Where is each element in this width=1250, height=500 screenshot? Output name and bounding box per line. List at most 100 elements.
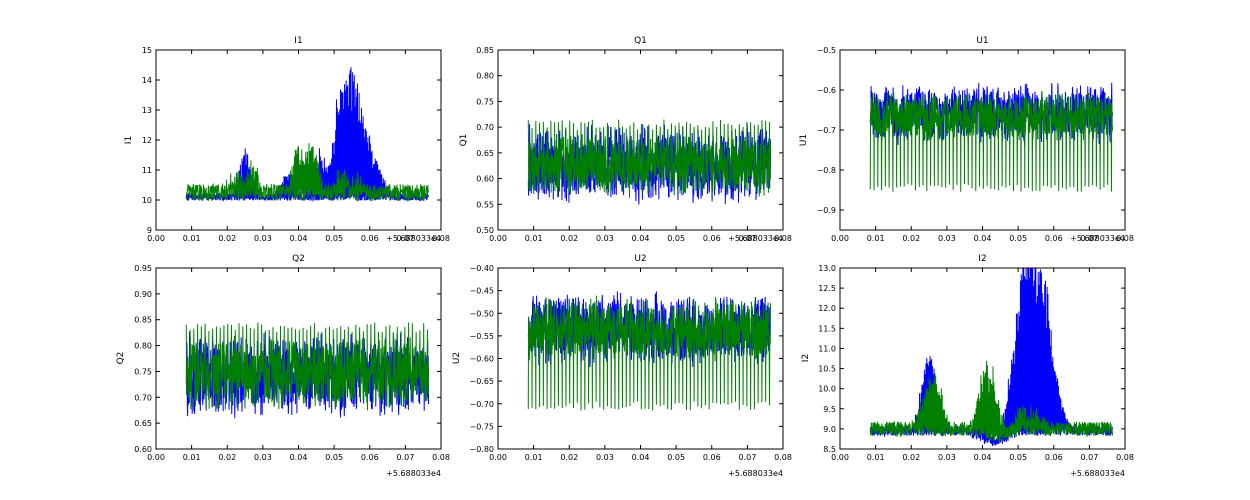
x-tick-label: 0.07 bbox=[738, 453, 756, 462]
y-tick-label: 0.85 bbox=[134, 316, 152, 325]
x-tick-label: 0.07 bbox=[1080, 453, 1098, 462]
subplot-title: Q1 bbox=[634, 36, 647, 46]
x-tick-label: 0.01 bbox=[867, 234, 885, 243]
x-tick-label: 0.03 bbox=[254, 453, 272, 462]
y-tick-label: 0.65 bbox=[134, 419, 152, 428]
y-tick-label: 0.70 bbox=[134, 393, 152, 402]
y-axis-label: Q1 bbox=[459, 134, 469, 147]
series-line-green bbox=[869, 91, 1114, 192]
x-tick-label: 0.08 bbox=[432, 453, 450, 462]
y-tick-label: −0.45 bbox=[469, 287, 494, 296]
x-tick-label: 0.05 bbox=[1009, 234, 1027, 243]
x-tick-label: 0.07 bbox=[1080, 234, 1098, 243]
x-tick-label: 0.03 bbox=[254, 234, 272, 243]
y-tick-label: 13.0 bbox=[818, 264, 836, 273]
x-tick-label: 0.05 bbox=[325, 234, 343, 243]
y-tick-label: −0.50 bbox=[469, 309, 494, 318]
y-tick-label: 0.70 bbox=[476, 123, 494, 132]
y-tick-label: 0.60 bbox=[476, 175, 494, 184]
y-tick-label: 9.5 bbox=[823, 405, 836, 414]
x-tick-label: 0.08 bbox=[432, 234, 450, 243]
y-tick-label: 0.80 bbox=[134, 342, 152, 351]
x-tick-label: 0.04 bbox=[632, 234, 650, 243]
y-tick-label: −0.7 bbox=[817, 126, 836, 135]
x-tick-label: 0.08 bbox=[774, 453, 792, 462]
subplot-title: I2 bbox=[978, 254, 986, 264]
y-tick-label: 9.0 bbox=[823, 425, 836, 434]
x-tick-label: 0.07 bbox=[396, 453, 414, 462]
y-tick-label: 0.60 bbox=[134, 445, 152, 454]
y-tick-label: −0.8 bbox=[817, 166, 836, 175]
y-tick-label: 14 bbox=[142, 76, 152, 85]
y-tick-label: −0.65 bbox=[469, 377, 494, 386]
y-tick-label: 10 bbox=[142, 196, 152, 205]
y-tick-label: −0.80 bbox=[469, 445, 494, 454]
y-tick-label: −0.9 bbox=[817, 206, 836, 215]
x-tick-label: 0.00 bbox=[147, 453, 165, 462]
x-tick-label: 0.00 bbox=[831, 234, 849, 243]
x-tick-label: 0.05 bbox=[667, 234, 685, 243]
y-tick-label: 0.65 bbox=[476, 149, 494, 158]
subplot-i2: I2 I2 +5.688033e4 0.00 0.01 0.02 0.03 0.04 0.… bbox=[801, 254, 1134, 478]
x-tick-label: 0.02 bbox=[218, 453, 236, 462]
y-tick-label: 0.95 bbox=[134, 264, 152, 273]
subplot-i1: I1 I1 +5.688033e4 0.00 0.01 0.02 0.03 0.04 0.… bbox=[124, 36, 450, 243]
y-tick-label: 0.55 bbox=[476, 200, 494, 209]
x-tick-label: 0.03 bbox=[938, 234, 956, 243]
y-tick-label: 0.50 bbox=[476, 226, 494, 235]
y-axis-label: U2 bbox=[452, 352, 462, 364]
y-axis-label: I2 bbox=[801, 354, 811, 362]
y-tick-label: 0.75 bbox=[476, 97, 494, 106]
y-axis-label: U1 bbox=[799, 134, 809, 146]
y-tick-label: −0.60 bbox=[469, 355, 494, 364]
x-tick-label: 0.06 bbox=[703, 234, 721, 243]
x-tick-label: 0.02 bbox=[560, 234, 578, 243]
y-tick-label: 8.5 bbox=[823, 445, 836, 454]
x-tick-label: 0.04 bbox=[632, 453, 650, 462]
y-axis-label: Q2 bbox=[116, 352, 126, 365]
y-tick-label: 0.75 bbox=[134, 367, 152, 376]
x-tick-label: 0.01 bbox=[183, 453, 201, 462]
y-tick-label: −0.40 bbox=[469, 264, 494, 273]
x-tick-label: 0.01 bbox=[183, 234, 201, 243]
x-tick-label: 0.08 bbox=[1116, 453, 1134, 462]
y-axis-label: I1 bbox=[124, 136, 134, 144]
x-offset-label: +5.688033e4 bbox=[728, 469, 783, 478]
x-offset-label: +5.688033e4 bbox=[1070, 234, 1125, 243]
y-tick-label: 10.0 bbox=[818, 385, 836, 394]
subplot-u1: U1 U1 +5.688033e4 0.00 0.01 0.02 0.03 0.04 0.… bbox=[799, 36, 1134, 243]
x-tick-label: 0.04 bbox=[290, 453, 308, 462]
x-tick-label: 0.02 bbox=[902, 234, 920, 243]
x-tick-label: 0.06 bbox=[703, 453, 721, 462]
x-tick-label: 0.07 bbox=[738, 234, 756, 243]
y-tick-label: −0.55 bbox=[469, 332, 494, 341]
x-offset-label: +5.688033e4 bbox=[386, 234, 441, 243]
y-tick-label: 0.80 bbox=[476, 72, 494, 81]
x-tick-label: 0.04 bbox=[974, 234, 992, 243]
x-tick-label: 0.00 bbox=[489, 453, 507, 462]
y-tick-label: 12 bbox=[142, 136, 152, 145]
x-tick-label: 0.02 bbox=[902, 453, 920, 462]
series-line-green bbox=[185, 322, 430, 411]
x-tick-label: 0.03 bbox=[938, 453, 956, 462]
subplot-title: Q2 bbox=[292, 254, 305, 264]
x-tick-label: 0.01 bbox=[867, 453, 885, 462]
series-line-green bbox=[185, 143, 430, 203]
x-tick-label: 0.06 bbox=[361, 234, 379, 243]
x-tick-label: 0.03 bbox=[596, 234, 614, 243]
x-tick-label: 0.02 bbox=[218, 234, 236, 243]
subplot-title: U2 bbox=[634, 254, 646, 264]
y-tick-label: −0.70 bbox=[469, 400, 494, 409]
plot-frame bbox=[839, 49, 1126, 231]
y-tick-label: 12.5 bbox=[818, 284, 836, 293]
y-tick-label: 9 bbox=[147, 226, 152, 235]
x-tick-label: 0.01 bbox=[525, 453, 543, 462]
series-line-green bbox=[527, 119, 772, 198]
y-tick-label: 0.85 bbox=[476, 46, 494, 55]
x-tick-label: 0.05 bbox=[325, 453, 343, 462]
y-tick-label: 11.5 bbox=[818, 324, 836, 333]
series-line-green bbox=[527, 295, 772, 411]
y-tick-label: 11.0 bbox=[818, 344, 836, 353]
x-offset-label: +5.688033e4 bbox=[1070, 469, 1125, 478]
